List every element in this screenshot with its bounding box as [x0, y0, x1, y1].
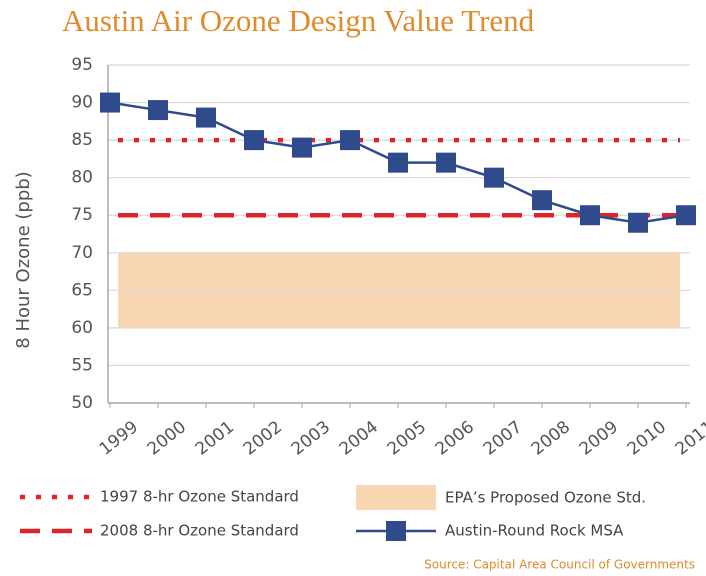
data-marker	[580, 205, 600, 226]
legend-swatch	[386, 521, 406, 541]
y-tick-label: 65	[71, 280, 93, 300]
data-marker	[532, 190, 552, 211]
x-tick-label: 2007	[480, 417, 526, 459]
x-tick-label: 2005	[384, 417, 430, 459]
legend-label: 1997 8-hr Ozone Standard	[100, 488, 299, 506]
data-marker	[340, 130, 360, 151]
y-tick-label: 50	[71, 393, 93, 413]
chart-title: Austin Air Ozone Design Value Trend	[62, 3, 535, 38]
x-tick-label: 2004	[336, 417, 382, 459]
y-axis-label: 8 Hour Ozone (ppb)	[13, 171, 34, 348]
y-tick-label: 60	[71, 318, 93, 338]
source-note: Source: Capital Area Council of Governme…	[424, 558, 695, 572]
x-tick-label: 2003	[288, 417, 334, 459]
data-marker	[436, 152, 456, 173]
data-marker	[676, 205, 696, 226]
y-tick-label: 85	[71, 130, 93, 150]
legend-swatch	[356, 485, 436, 510]
y-tick-label: 90	[71, 93, 93, 113]
data-marker	[484, 167, 504, 188]
data-marker	[628, 212, 648, 233]
data-marker	[148, 100, 168, 121]
y-tick-label: 75	[71, 205, 93, 225]
legend-label: Austin-Round Rock MSA	[445, 522, 624, 540]
data-marker	[388, 152, 408, 173]
y-tick-label: 55	[71, 355, 93, 375]
data-marker	[292, 137, 312, 158]
x-tick-label: 2010	[624, 417, 670, 459]
x-tick-label: 2002	[240, 417, 286, 459]
y-tick-label: 70	[71, 243, 93, 263]
x-tick-label: 2009	[576, 417, 622, 459]
legend-label: 2008 8-hr Ozone Standard	[100, 522, 299, 540]
data-marker	[196, 107, 216, 128]
data-marker	[244, 130, 264, 151]
y-tick-label: 80	[71, 168, 93, 188]
x-tick-label: 2000	[144, 417, 190, 459]
y-tick-label: 95	[71, 55, 93, 75]
legend-label: EPA’s Proposed Ozone Std.	[445, 489, 646, 507]
data-marker	[100, 92, 120, 113]
x-tick-label: 2008	[528, 417, 574, 459]
x-tick-label: 2001	[192, 417, 238, 459]
x-tick-label: 1999	[96, 417, 142, 459]
x-tick-label: 2006	[432, 417, 478, 459]
x-tick-label: 2011	[672, 417, 706, 459]
